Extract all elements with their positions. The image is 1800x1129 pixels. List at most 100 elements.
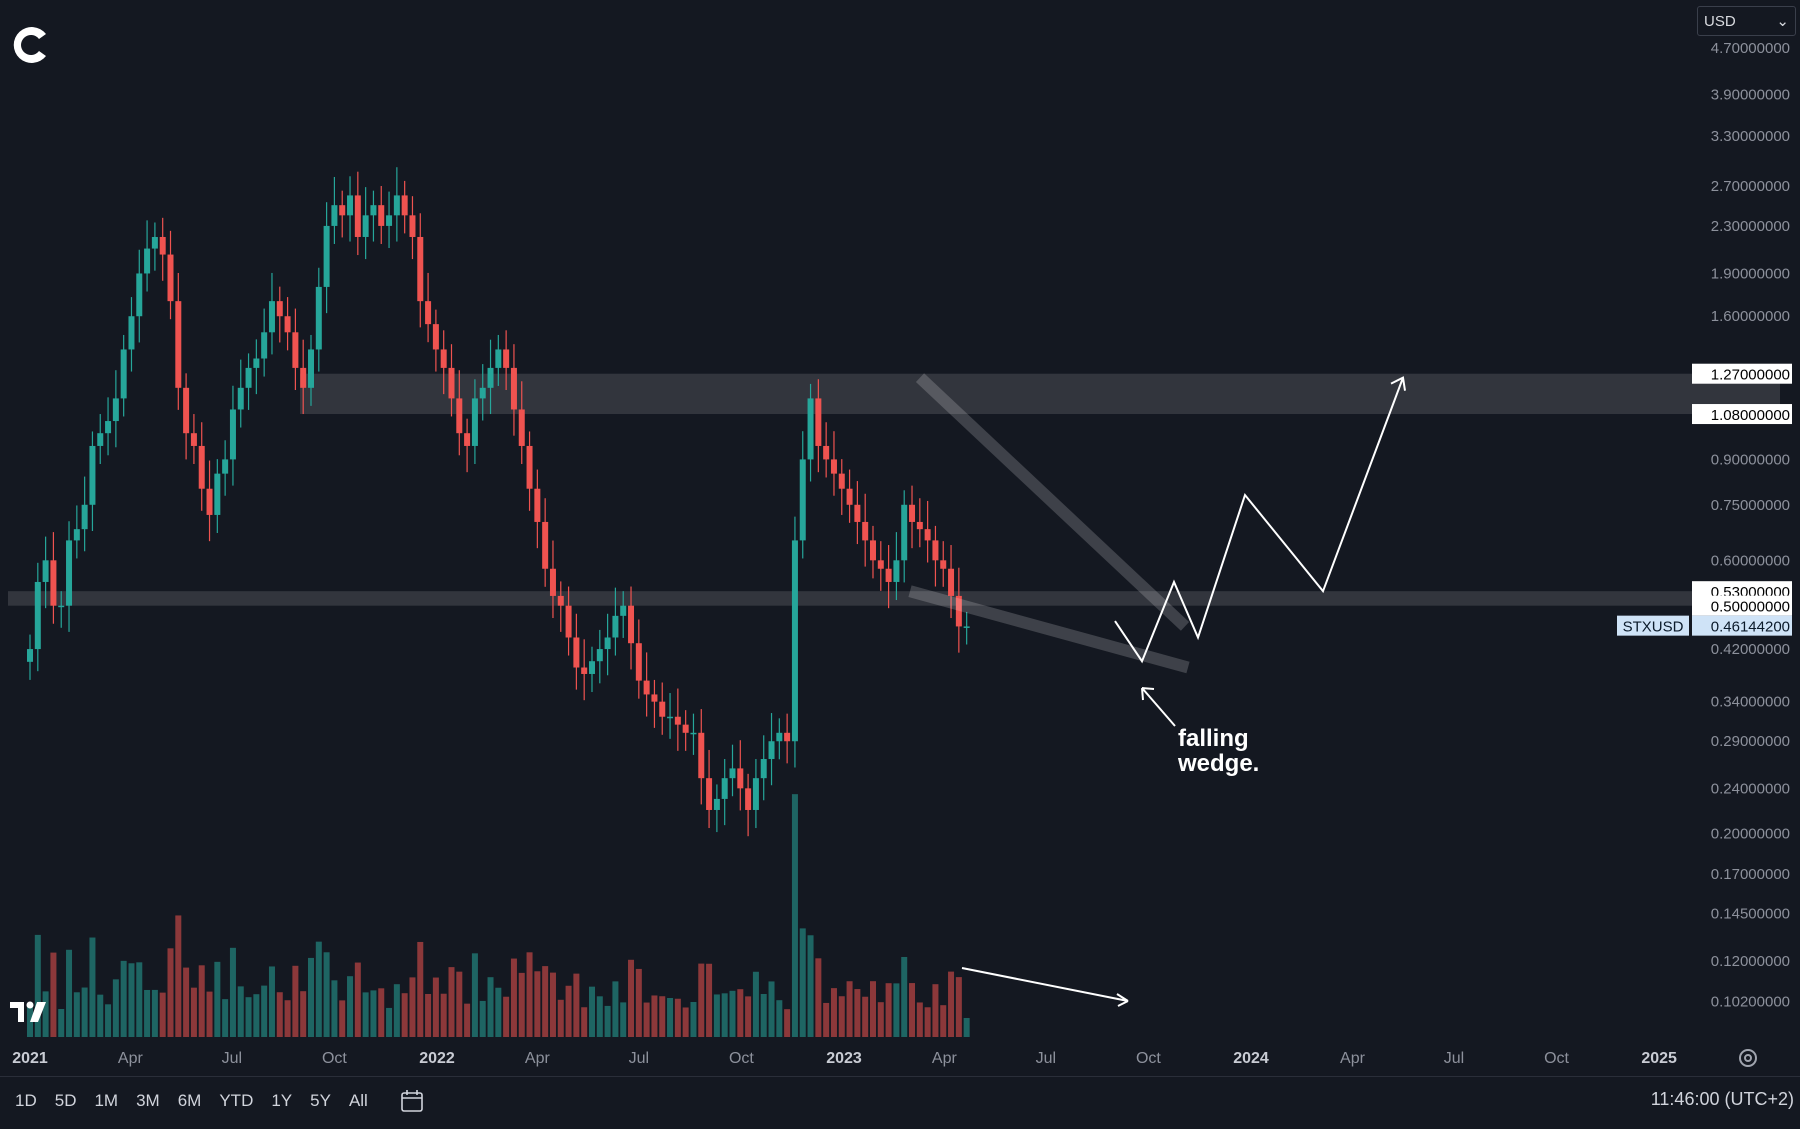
candle-body	[815, 398, 822, 446]
volume-bar	[323, 952, 330, 1037]
time-tick-label: Apr	[525, 1050, 551, 1067]
volume-bar	[331, 980, 338, 1037]
volume-bar	[362, 992, 369, 1037]
volume-bar	[464, 1003, 471, 1037]
volume-bar	[955, 977, 962, 1037]
volume-bar	[807, 935, 814, 1037]
candle-body	[97, 433, 104, 446]
volume-bar	[635, 968, 642, 1037]
calendar-goto-icon[interactable]	[399, 1088, 425, 1114]
volume-bar	[284, 1000, 291, 1037]
time-tick-label: 2023	[826, 1050, 862, 1067]
volume-bar	[596, 996, 603, 1037]
range-all-button[interactable]: All	[348, 1091, 368, 1110]
time-tick-label: 2024	[1233, 1050, 1269, 1067]
volume-bar	[440, 993, 447, 1037]
range-1m-button[interactable]: 1M	[94, 1091, 119, 1110]
volume-bar	[253, 994, 260, 1037]
candle-body	[721, 778, 728, 799]
volume-bar	[581, 1007, 588, 1037]
candle-body	[745, 788, 752, 810]
volume-bar	[167, 948, 174, 1037]
range-1y-button[interactable]: 1Y	[271, 1091, 293, 1110]
candle-body	[471, 398, 478, 446]
volume-bar	[73, 992, 80, 1037]
volume-bar	[760, 993, 767, 1037]
volume-bar	[518, 972, 525, 1037]
time-tick-label: Jul	[1036, 1050, 1056, 1067]
candle-body	[955, 595, 962, 627]
candle-body	[901, 504, 908, 561]
range-ytd-button[interactable]: YTD	[219, 1091, 254, 1110]
candle-body	[58, 605, 65, 608]
volume-bar	[105, 1004, 112, 1037]
last-price-label: 0.46144200	[1711, 619, 1790, 636]
tradingview-logo-icon	[10, 1000, 52, 1024]
volume-bar	[34, 934, 41, 1037]
volume-bar	[549, 972, 556, 1037]
range-5y-button[interactable]: 5Y	[310, 1091, 331, 1110]
projection-arrowhead	[1390, 376, 1406, 391]
candle-body	[643, 680, 650, 695]
volume-bar	[503, 996, 510, 1037]
candle-body	[386, 215, 393, 226]
volume-bar	[565, 985, 572, 1037]
candle-body	[752, 778, 759, 810]
candle-body	[393, 195, 400, 216]
volume-bar	[784, 1009, 791, 1037]
candle-body	[261, 332, 268, 359]
candle-body	[526, 445, 533, 489]
candle-body	[667, 716, 674, 719]
volume-bars	[27, 794, 970, 1037]
chevron-down-icon: ⌄	[1776, 13, 1789, 30]
volume-bar	[471, 953, 478, 1037]
volume-bar	[745, 996, 752, 1037]
candle-body	[869, 540, 876, 561]
volume-bar	[752, 971, 759, 1037]
volume-bar	[526, 952, 533, 1037]
candle-body	[674, 716, 681, 725]
price-chart[interactable]: 4.70000000 3.90000000 3.30000000 2.70000000…	[0, 0, 1800, 1076]
candle-body	[581, 667, 588, 674]
level-label-box	[1692, 363, 1792, 384]
volume-bar	[50, 952, 57, 1037]
volume-bar	[409, 977, 416, 1037]
candle-body	[768, 741, 775, 760]
candle-body	[401, 195, 408, 216]
candle-body	[214, 473, 221, 515]
volume-bar	[721, 993, 728, 1037]
candle-body	[253, 358, 260, 368]
price-tick-label: 0.14500000	[1711, 906, 1790, 923]
volume-bar	[151, 989, 158, 1037]
range-3m-button[interactable]: 3M	[136, 1091, 160, 1110]
volume-bar	[378, 988, 385, 1037]
volume-bar	[963, 1018, 970, 1037]
candle-body	[268, 301, 275, 333]
timezone-clock[interactable]: 11:46:00 (UTC+2)	[1650, 1089, 1794, 1109]
currency-select[interactable]: USD ⌄	[1697, 6, 1796, 36]
volume-bar	[620, 1002, 627, 1037]
wedge-upper-line	[915, 373, 1190, 631]
candle-body	[885, 568, 892, 582]
price-tick-label: 0.60000000	[1711, 552, 1790, 569]
candle-body	[557, 595, 564, 606]
volume-bar	[159, 992, 166, 1037]
symbol-badge	[1617, 615, 1689, 636]
settings-gear-icon[interactable]	[1736, 1046, 1760, 1070]
candle-body	[323, 225, 330, 287]
currency-value: USD	[1704, 12, 1736, 30]
candle-body	[635, 643, 642, 681]
candle-body	[175, 301, 182, 388]
range-1d-button[interactable]: 1D	[15, 1091, 37, 1110]
time-tick-label: Jul	[629, 1050, 649, 1067]
level-label: 1.27000000	[1711, 367, 1790, 384]
range-5d-button[interactable]: 5D	[54, 1091, 77, 1110]
volume-bar	[268, 966, 275, 1037]
volume-bar	[534, 971, 541, 1037]
range-6m-button[interactable]: 6M	[177, 1091, 202, 1110]
volume-bar	[791, 794, 798, 1037]
time-tick-label: Apr	[932, 1050, 958, 1067]
volume-bar	[393, 984, 400, 1037]
candle-body	[588, 661, 595, 674]
volume-bar	[768, 981, 775, 1037]
